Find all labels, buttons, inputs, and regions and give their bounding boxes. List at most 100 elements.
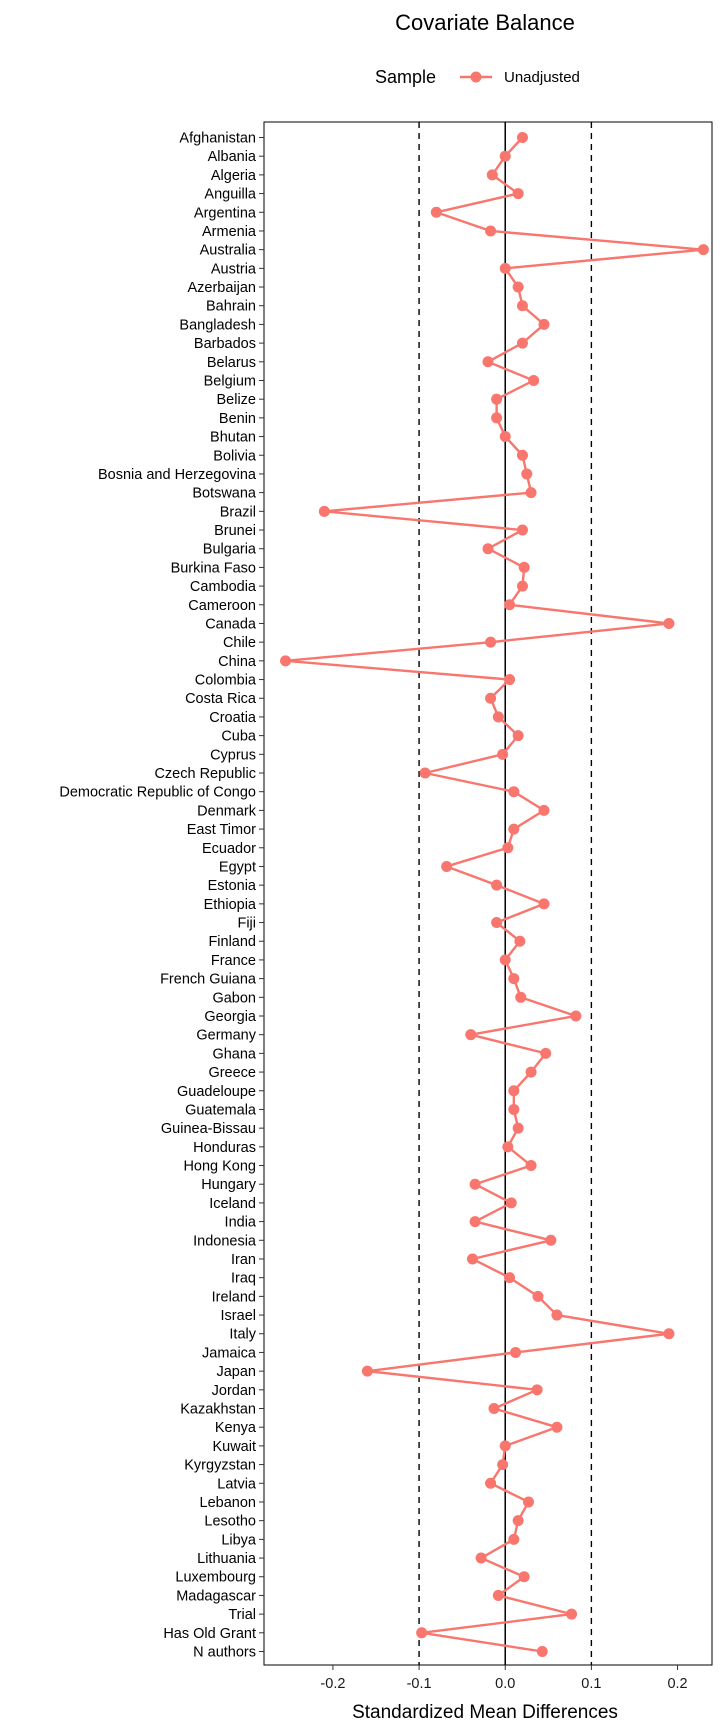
y-tick-label: Bhutan: [210, 430, 256, 446]
x-tick-label: 0.2: [667, 1676, 687, 1692]
legend-key-marker: [470, 71, 482, 83]
point-china: [280, 655, 292, 667]
point-hungary: [469, 1178, 481, 1190]
x-tick-label: 0.0: [495, 1676, 515, 1692]
y-tick-label: Anguilla: [204, 187, 257, 203]
y-tick-label: Barbados: [194, 336, 256, 352]
y-tick-label: France: [211, 953, 256, 969]
point-chile: [485, 636, 497, 648]
point-indonesia: [545, 1234, 557, 1246]
y-tick-label: Austria: [211, 261, 257, 277]
y-tick-label: Has Old Grant: [163, 1626, 256, 1642]
point-croatia: [492, 711, 504, 723]
x-tick-label: -0.1: [407, 1676, 432, 1692]
point-jamaica: [510, 1346, 522, 1358]
point-belize: [491, 393, 503, 405]
point-brazil: [318, 505, 330, 517]
y-tick-label: Iran: [231, 1252, 256, 1268]
y-tick-label: Kuwait: [212, 1439, 256, 1455]
point-gabon: [515, 991, 527, 1003]
point-has-old-grant: [416, 1627, 428, 1639]
y-tick-label: Belgium: [204, 373, 256, 389]
y-tick-label: Egypt: [219, 859, 256, 875]
point-belgium: [528, 374, 540, 386]
point-iceland: [505, 1197, 517, 1209]
point-finland: [514, 935, 526, 947]
reference-lines: [418, 122, 593, 1665]
point-burkina-faso: [518, 561, 530, 573]
y-tick-label: Trial: [228, 1607, 256, 1623]
y-tick-label: Chile: [223, 635, 256, 651]
y-tick-label: Lesotho: [204, 1514, 256, 1530]
y-tick-label: Ecuador: [202, 841, 256, 857]
y-tick-label: Italy: [229, 1327, 256, 1343]
y-tick-label: Kazakhstan: [180, 1402, 256, 1418]
point-algeria: [486, 169, 498, 181]
y-tick-label: Brunei: [214, 523, 256, 539]
point-ghana: [540, 1047, 552, 1059]
point-anguilla: [512, 188, 524, 200]
point-lithuania: [475, 1552, 487, 1564]
point-bulgaria: [482, 543, 494, 555]
y-tick-label: Democratic Republic of Congo: [59, 785, 256, 801]
y-tick-label: Canada: [205, 616, 257, 632]
point-georgia: [570, 1010, 582, 1022]
point-ireland: [532, 1290, 544, 1302]
point-azerbaijan: [512, 281, 524, 293]
y-tick-label: Gabon: [212, 990, 256, 1006]
y-tick-label: Libya: [221, 1532, 257, 1548]
y-tick-label: Latvia: [217, 1476, 257, 1492]
point-iran: [466, 1253, 478, 1265]
y-tick-label: Kenya: [215, 1420, 257, 1436]
y-tick-label: Bolivia: [213, 448, 257, 464]
y-tick-label: Madagascar: [176, 1588, 256, 1604]
legend-title: Sample: [375, 67, 436, 87]
y-tick-label: Cuba: [221, 729, 257, 745]
x-tick-label: 0.1: [581, 1676, 601, 1692]
y-tick-label: Iceland: [209, 1196, 256, 1212]
point-botswana: [525, 487, 537, 499]
point-cambodia: [516, 580, 528, 592]
point-argentina: [430, 206, 442, 218]
y-tick-label: Bulgaria: [203, 542, 257, 558]
point-benin: [491, 412, 503, 424]
y-tick-label: Argentina: [194, 205, 257, 221]
point-india: [469, 1216, 481, 1228]
point-albania: [499, 150, 511, 162]
point-japan: [361, 1365, 373, 1377]
point-luxembourg: [518, 1571, 530, 1583]
y-tick-label: Ethiopia: [204, 897, 257, 913]
point-guinea-bissau: [512, 1122, 524, 1134]
y-tick-label: Afghanistan: [179, 131, 256, 147]
point-bhutan: [499, 431, 511, 443]
point-guatemala: [508, 1103, 520, 1115]
y-tick-label: Hong Kong: [183, 1159, 256, 1175]
y-tick-label: Brazil: [220, 504, 256, 520]
y-tick-label: Georgia: [204, 1009, 257, 1025]
point-denmark: [538, 804, 550, 816]
point-lebanon: [522, 1496, 534, 1508]
y-tick-label: Honduras: [193, 1140, 256, 1156]
point-madagascar: [492, 1589, 504, 1601]
y-tick-label: Croatia: [209, 710, 257, 726]
y-tick-label: Denmark: [197, 803, 257, 819]
point-cameroon: [504, 599, 516, 611]
point-democratic-republic-of-congo: [508, 786, 520, 798]
y-tick-label: Belarus: [207, 355, 256, 371]
point-colombia: [504, 674, 516, 686]
point-canada: [663, 617, 675, 629]
point-cuba: [512, 730, 524, 742]
point-kazakhstan: [488, 1403, 500, 1415]
y-tick-label: Belize: [217, 392, 257, 408]
y-tick-label: Guatemala: [185, 1102, 257, 1118]
point-bosnia-and-herzegovina: [521, 468, 533, 480]
point-guadeloupe: [508, 1085, 520, 1097]
point-trial: [566, 1608, 578, 1620]
y-tick-label: Ireland: [212, 1289, 256, 1305]
point-egypt: [441, 860, 453, 872]
point-bahrain: [516, 300, 528, 312]
y-tick-label: N authors: [193, 1645, 256, 1661]
point-libya: [508, 1533, 520, 1545]
y-tick-label: Lebanon: [200, 1495, 256, 1511]
